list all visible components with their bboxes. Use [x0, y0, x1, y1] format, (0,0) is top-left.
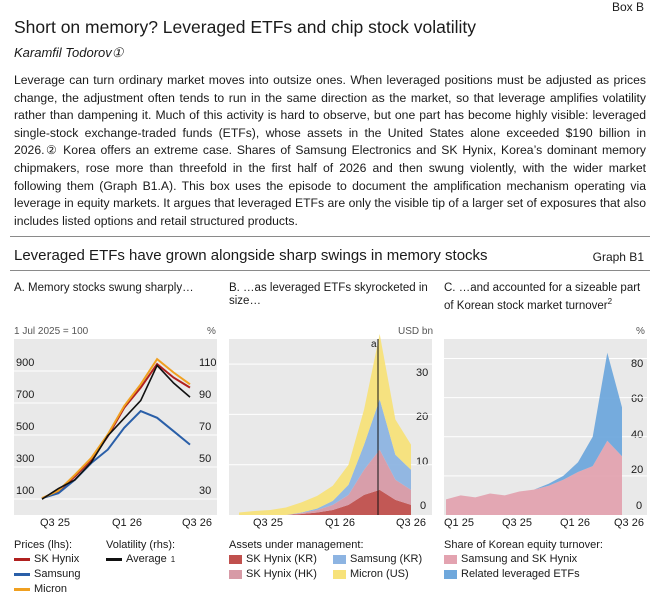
- area-samsung-and-sk-hynix: [446, 440, 622, 515]
- legend-swatch: [444, 569, 457, 579]
- legend-micron-us: Micron (US): [333, 568, 409, 580]
- panel-a-right-unit: %: [207, 326, 216, 337]
- panel-a-left-tick: 100: [16, 485, 35, 497]
- panel-a-left-tick: 700: [16, 389, 35, 401]
- legend-swatch: [333, 554, 346, 564]
- panel-c-y-tick: 0: [636, 500, 643, 512]
- legend-sk-hynix-kr: SK Hynix (KR): [229, 553, 317, 565]
- legend-swatch: [444, 554, 457, 564]
- area-related-leveraged-etfs: [446, 352, 622, 500]
- panel-c-x-tick: Q3 25: [502, 517, 532, 529]
- legend-samsung: Samsung: [14, 568, 80, 580]
- area-sk-hynix-hk-: [239, 449, 411, 515]
- panel-b-x-tick: Q1 26: [325, 517, 355, 529]
- series-line-micron: [41, 357, 191, 500]
- legend-leveraged-etfs: Related leveraged ETFs: [444, 568, 580, 580]
- legend-swatch: [333, 569, 346, 579]
- body-paragraph: Leverage can turn ordinary market moves …: [14, 73, 646, 228]
- panel-a-chart: [14, 357, 217, 500]
- panel-c-x-tick: Q1 25: [444, 517, 474, 529]
- panel-a-title: A. Memory stocks swung sharply…: [14, 282, 194, 294]
- footnote-marker: 2: [607, 297, 613, 306]
- legend-label: Related leveraged ETFs: [461, 568, 580, 580]
- panel-b-x-tick: Q3 26: [396, 517, 426, 529]
- graph-divider: [10, 270, 650, 271]
- panel-b-marker: a: [371, 339, 377, 350]
- series-line-sk-hynix: [41, 362, 191, 500]
- panel-c-legend-head: Share of Korean equity turnover:: [444, 539, 603, 551]
- panel-a-prices-legend-head: Prices (lhs):: [14, 539, 73, 551]
- legend-micron: Micron: [14, 583, 67, 595]
- panel-a-right-tick: 30: [199, 485, 212, 497]
- panel-b-title: B. …as leveraged ETFs skyrocketed in siz…: [229, 282, 428, 307]
- panel-c-y-tick: 40: [631, 429, 644, 441]
- legend-label: SK Hynix (KR): [246, 553, 317, 565]
- legend-swatch: [229, 569, 242, 579]
- legend-label: Samsung: [34, 568, 81, 580]
- author-name: Karamfil Todorov①: [14, 45, 124, 60]
- panel-a-left-tick: 900: [16, 357, 35, 369]
- legend-label: Micron: [34, 583, 68, 595]
- graph-title: Leveraged ETFs have grown alongside shar…: [14, 247, 488, 264]
- legend-average: Average 1: [106, 553, 175, 565]
- panel-a-right-tick: 90: [199, 389, 212, 401]
- graph-id: Graph B1: [592, 250, 644, 264]
- legend-samsung-kr: Samsung (KR): [333, 553, 422, 565]
- panel-a-right-tick: 70: [199, 421, 212, 433]
- footnote-marker: 1: [170, 554, 176, 564]
- panel-c-y-tick: 20: [631, 464, 644, 476]
- legend-sk-hynix-hk: SK Hynix (HK): [229, 568, 317, 580]
- panel-a-left-tick: 500: [16, 421, 35, 433]
- box-label: Box B: [611, 0, 644, 14]
- panel-c-y-tick: 60: [631, 393, 644, 405]
- panel-a-right-tick: 50: [199, 453, 212, 465]
- panel-b-unit: USD bn: [398, 326, 434, 337]
- panel-b-x-tick: Q3 25: [253, 517, 283, 529]
- panel-c-unit: %: [636, 326, 645, 337]
- panel-c-y-tick: 80: [631, 358, 644, 370]
- legend-swatch: [14, 587, 30, 591]
- legend-swatch: [229, 554, 242, 564]
- legend-label: Average: [126, 553, 167, 565]
- area-sk-hynix-kr-: [239, 489, 411, 515]
- series-line-average: [41, 363, 191, 500]
- panel-c-x-tick: Q1 26: [560, 517, 590, 529]
- legend-label: Micron (US): [350, 568, 409, 580]
- panel-a-x-tick: Q3 26: [182, 517, 212, 529]
- panel-a-x-tick: Q1 26: [112, 517, 142, 529]
- panel-b-legend-head: Assets under management:: [229, 539, 364, 551]
- box-title: Short on memory? Leveraged ETFs and chip…: [14, 17, 477, 37]
- panel-a-vol-legend-head: Volatility (rhs):: [106, 539, 176, 551]
- legend-swatch: [106, 557, 122, 561]
- legend-swatch: [14, 572, 30, 576]
- panel-c-x-tick: Q3 26: [614, 517, 644, 529]
- panel-a-x-tick: Q3 25: [40, 517, 70, 529]
- panel-a-left-unit: 1 Jul 2025 = 100: [14, 326, 89, 337]
- panel-a-left-tick: 300: [16, 453, 35, 465]
- panel-c-title: C. …and accounted for a sizeable part of…: [444, 282, 649, 313]
- legend-samsung-sk: Samsung and SK Hynix: [444, 553, 577, 565]
- legend-label: SK Hynix (HK): [246, 568, 317, 580]
- panel-b-y-tick: 0: [420, 500, 427, 512]
- panel-c-title-text: C. …and accounted for a sizeable part of…: [444, 282, 641, 312]
- panel-c-chart: [444, 352, 647, 515]
- panel-b-y-tick: 30: [416, 367, 429, 379]
- legend-label: SK Hynix: [34, 553, 80, 565]
- legend-sk-hynix: SK Hynix: [14, 553, 79, 565]
- legend-label: Samsung (KR): [350, 553, 423, 565]
- legend-label: Samsung and SK Hynix: [461, 553, 578, 565]
- panel-a-right-tick: 110: [199, 357, 217, 369]
- section-divider: [10, 236, 650, 237]
- panel-b-chart: [229, 334, 432, 515]
- legend-swatch: [14, 557, 30, 561]
- series-line-samsung: [41, 409, 191, 500]
